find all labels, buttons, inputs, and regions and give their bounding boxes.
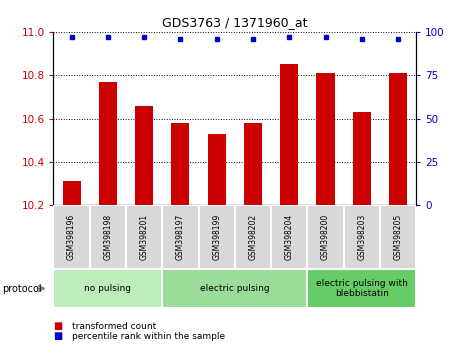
Bar	[352, 112, 371, 205]
Bar	[207, 134, 226, 205]
Text: GSM398197: GSM398197	[176, 214, 185, 260]
Bar	[53, 269, 162, 308]
Bar	[62, 182, 80, 205]
Text: ■: ■	[53, 321, 63, 331]
Text: no pulsing: no pulsing	[84, 284, 132, 293]
Bar	[171, 123, 189, 205]
Bar	[53, 205, 90, 269]
Bar	[162, 269, 307, 308]
Bar	[307, 205, 344, 269]
Bar	[90, 205, 126, 269]
Text: GSM398202: GSM398202	[248, 214, 258, 260]
Text: GSM398200: GSM398200	[321, 214, 330, 260]
Text: GSM398199: GSM398199	[212, 214, 221, 260]
Bar	[162, 205, 199, 269]
Title: GDS3763 / 1371960_at: GDS3763 / 1371960_at	[162, 16, 307, 29]
Text: electric pulsing: electric pulsing	[200, 284, 270, 293]
Bar	[271, 205, 307, 269]
Bar	[99, 82, 117, 205]
Text: electric pulsing with
blebbistatin: electric pulsing with blebbistatin	[316, 279, 408, 298]
Bar	[316, 73, 334, 205]
Bar	[244, 123, 262, 205]
Text: GSM398196: GSM398196	[67, 214, 76, 260]
Bar	[126, 205, 162, 269]
Text: percentile rank within the sample: percentile rank within the sample	[72, 332, 225, 341]
Bar	[389, 73, 407, 205]
Text: GSM398204: GSM398204	[285, 214, 294, 260]
Text: GSM398203: GSM398203	[357, 214, 366, 260]
Text: GSM398205: GSM398205	[393, 214, 403, 260]
Text: ■: ■	[53, 331, 63, 341]
Text: GSM398198: GSM398198	[103, 214, 113, 260]
Text: protocol: protocol	[2, 284, 42, 293]
Text: GSM398201: GSM398201	[140, 214, 149, 260]
Bar	[135, 105, 153, 205]
Bar	[344, 205, 380, 269]
Text: transformed count: transformed count	[72, 322, 156, 331]
Bar	[199, 205, 235, 269]
Bar	[380, 205, 416, 269]
Bar	[307, 269, 416, 308]
Bar	[280, 64, 298, 205]
Bar	[235, 205, 271, 269]
